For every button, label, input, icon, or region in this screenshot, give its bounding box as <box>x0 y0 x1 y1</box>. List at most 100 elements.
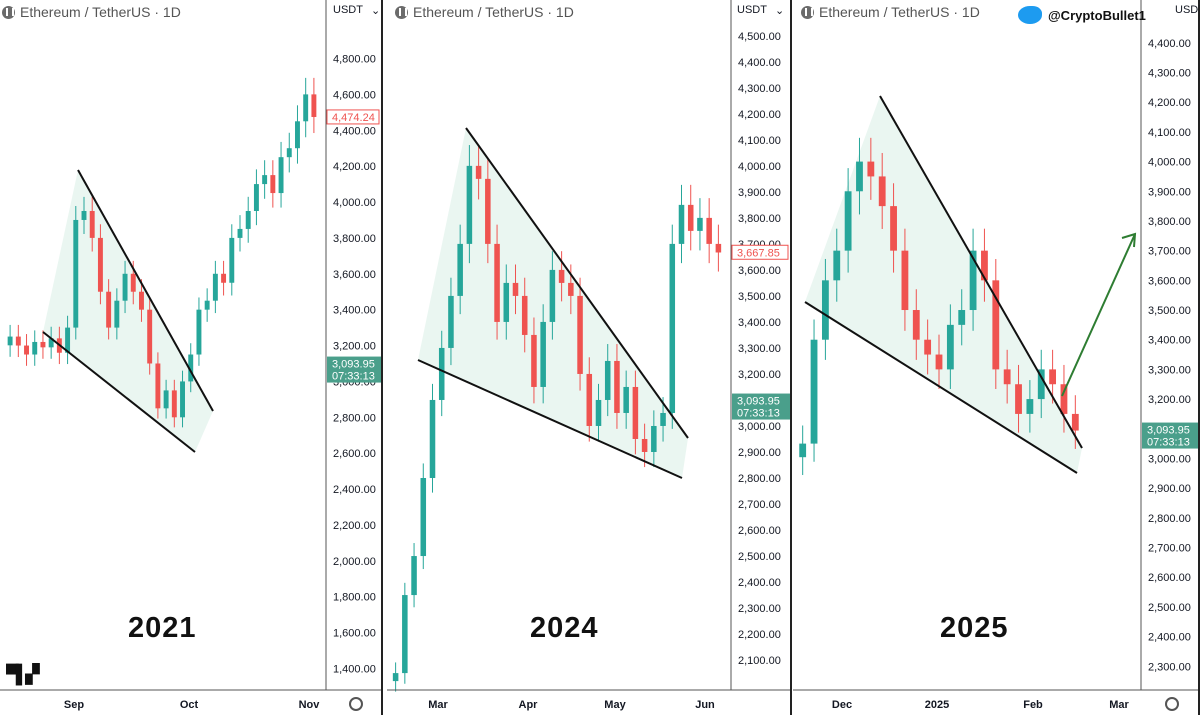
y-tick-label: 1,600.00 <box>333 628 376 640</box>
candle-body <box>81 210 87 220</box>
candle-body <box>180 381 185 418</box>
y-tick-label: 2,600.00 <box>738 525 781 537</box>
y-tick-label: 4,400.00 <box>333 125 376 137</box>
y-tick-label: 2,500.00 <box>738 551 781 563</box>
candle-body <box>122 273 128 301</box>
x-tick-label: 2025 <box>925 699 949 711</box>
candle-body <box>494 243 500 322</box>
y-tick-label: 2,600.00 <box>333 448 376 460</box>
y-tick-label: 4,800.00 <box>333 53 376 65</box>
y-tick-label: 4,200.00 <box>333 161 376 173</box>
x-tick-label: Feb <box>1023 699 1043 711</box>
wedge-upper-trendline <box>77 169 214 412</box>
candle-body <box>715 243 722 253</box>
candle-body <box>286 148 292 158</box>
current-price-value: 3,093.95 <box>1147 425 1190 437</box>
candle-body <box>1060 384 1068 414</box>
year-label: 2025 <box>940 612 1009 644</box>
candle-body <box>130 273 136 292</box>
currency-label: USDT <box>333 4 363 16</box>
candle-body <box>7 336 13 346</box>
chart-title-text: Ethereum / TetherUS · 1D <box>413 4 574 20</box>
x-tick-label: Mar <box>428 699 448 711</box>
candle-body <box>1003 369 1011 385</box>
chart-svg-2025: 2,300.00 2,400.00 2,500.00 2,600.00 2,700.00… <box>793 0 1200 715</box>
candle-body <box>429 399 436 479</box>
currency-selector[interactable]: USDT ⌄ <box>333 4 380 17</box>
candle-body <box>392 673 399 682</box>
wedge-lower-trendline <box>417 359 683 479</box>
y-tick-label: 2,300.00 <box>738 603 781 615</box>
wedge-upper-trendline <box>879 95 1083 449</box>
y-tick-label: 2,400.00 <box>1148 632 1191 644</box>
candle-body <box>992 280 1000 370</box>
y-tick-label: 3,200.00 <box>333 341 376 353</box>
y-tick-label: 3,800.00 <box>738 213 781 225</box>
candle-body <box>531 334 537 387</box>
candle-body <box>540 321 546 387</box>
candle-body <box>856 161 863 192</box>
y-tick-label: 2,600.00 <box>1148 572 1191 584</box>
candle-body <box>270 175 276 194</box>
y-tick-label: 2,900.00 <box>1148 483 1191 495</box>
candle-body <box>687 204 694 231</box>
settings-gear-icon[interactable] <box>349 697 363 711</box>
y-tick-label: 3,800.00 <box>333 233 376 245</box>
y-tick-label: 4,400.00 <box>1148 38 1191 50</box>
chart-title: Ethereum / TetherUS · 1D <box>395 4 574 20</box>
ethereum-logo-icon <box>801 5 814 19</box>
y-tick-label: 3,400.00 <box>738 317 781 329</box>
y-tick-label: 2,800.00 <box>1148 513 1191 525</box>
currency-label: USDT <box>737 4 767 16</box>
chevron-down-icon: ⌄ <box>774 5 785 17</box>
year-label: 2024 <box>530 612 599 644</box>
candle-body <box>586 373 593 426</box>
current-price-marker <box>327 356 381 383</box>
candle-body <box>595 399 602 426</box>
candle-body <box>935 354 943 370</box>
candle-body <box>614 360 620 413</box>
last-price-marker <box>731 244 789 260</box>
x-tick-label: Dec <box>832 699 852 711</box>
chart-title-text: Ethereum / TetherUS · 1D <box>20 4 181 20</box>
y-tick-label: 1,800.00 <box>333 592 376 604</box>
candle-body <box>89 210 95 238</box>
y-tick-label: 2,700.00 <box>1148 543 1191 555</box>
candle-body <box>799 443 807 458</box>
settings-gear-icon[interactable] <box>1165 697 1179 711</box>
candle-body <box>632 386 639 439</box>
last-price-value: 4,474.24 <box>332 112 375 124</box>
candle-body <box>924 339 932 355</box>
currency-selector[interactable]: USDT <box>1175 4 1200 16</box>
y-tick-label: 3,600.00 <box>738 265 781 277</box>
candle-body <box>697 217 703 231</box>
candle-body <box>958 310 966 325</box>
y-tick-label: 3,900.00 <box>738 187 781 199</box>
candle-body <box>65 327 71 353</box>
projection-arrow-line <box>1061 233 1136 397</box>
y-tick-label: 4,100.00 <box>738 135 781 147</box>
candle-body <box>139 291 144 310</box>
y-tick-label: 2,500.00 <box>1148 602 1191 614</box>
candle-body <box>521 295 528 335</box>
candle-body <box>155 363 161 409</box>
current-price-value: 3,093.95 <box>737 396 780 408</box>
candle-body <box>512 282 519 296</box>
candle-body <box>503 282 510 322</box>
wedge-fill <box>805 96 1082 473</box>
y-tick-label: 4,300.00 <box>738 83 781 95</box>
y-tick-label: 3,600.00 <box>333 269 376 281</box>
candle-body <box>15 336 21 346</box>
candle-body <box>660 412 666 426</box>
candle-body <box>303 94 309 122</box>
twitter-bird-icon <box>1018 6 1042 24</box>
y-tick-label: 2,400.00 <box>333 484 376 496</box>
y-tick-label: 2,800.00 <box>333 412 376 424</box>
candle-body <box>623 386 629 413</box>
y-tick-label: 4,000.00 <box>1148 157 1191 169</box>
y-tick-label: 2,100.00 <box>738 655 781 667</box>
y-tick-label: 3,800.00 <box>1148 216 1191 228</box>
candle-body <box>278 157 284 194</box>
candle-body <box>867 161 875 177</box>
currency-selector[interactable]: USDT ⌄ <box>737 4 784 17</box>
